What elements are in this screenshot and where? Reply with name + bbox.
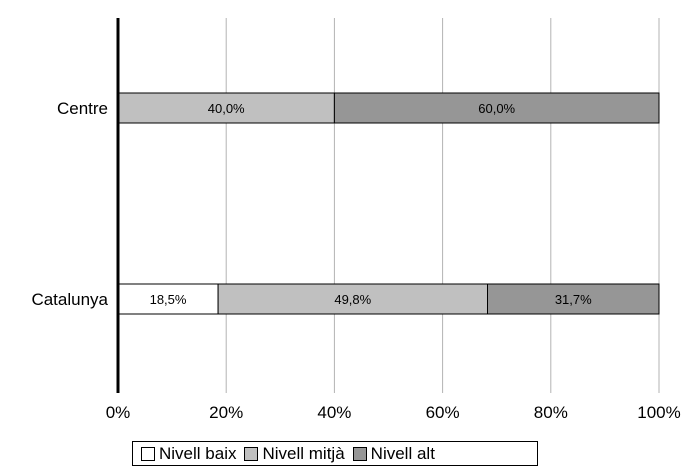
- bar-segment: [333, 92, 660, 124]
- x-tick-labels: 0% 20% 40% 60% 80% 100%: [106, 403, 681, 422]
- legend-label: Nivell mitjà: [262, 443, 345, 463]
- legend-swatch: [352, 446, 367, 461]
- x-tick-label: 60%: [426, 403, 460, 422]
- data-label: 49,8%: [334, 292, 371, 307]
- legend: Nivell baix Nivell mitjà Nivell alt: [132, 441, 538, 466]
- category-label: Centre: [57, 99, 108, 118]
- legend-label: Nivell baix: [159, 443, 237, 463]
- x-tick-label: 20%: [209, 403, 243, 422]
- legend-item-nivell-alt: Nivell alt: [352, 443, 435, 464]
- data-label: 60,0%: [478, 101, 515, 116]
- bar-segment: [117, 92, 335, 124]
- bar-segment: [117, 283, 219, 315]
- data-label: 31,7%: [555, 292, 592, 307]
- bar-segment: [487, 283, 660, 315]
- x-tick-label: 100%: [637, 403, 680, 422]
- legend-item-nivell-mitja: Nivell mitjà: [244, 443, 345, 464]
- x-tick-label: 40%: [317, 403, 351, 422]
- x-tick-label: 0%: [106, 403, 131, 422]
- gridlines: [225, 18, 660, 393]
- category-labels: Centre Catalunya: [31, 99, 108, 309]
- data-label: 40,0%: [208, 101, 245, 116]
- legend-item-nivell-baix: Nivell baix: [141, 444, 236, 464]
- data-label: 18,5%: [150, 292, 187, 307]
- x-tick-label: 80%: [534, 403, 568, 422]
- category-label: Catalunya: [31, 290, 108, 309]
- legend-swatch: [141, 446, 155, 461]
- bars: 40,0% 60,0% 18,5% 49,8% 31,7%: [117, 92, 660, 315]
- legend-swatch: [244, 446, 259, 461]
- legend-label: Nivell alt: [370, 443, 435, 463]
- stacked-bar-chart: 40,0% 60,0% 18,5% 49,8% 31,7% 0% 20% 40% 60% 80%…: [31, 18, 681, 422]
